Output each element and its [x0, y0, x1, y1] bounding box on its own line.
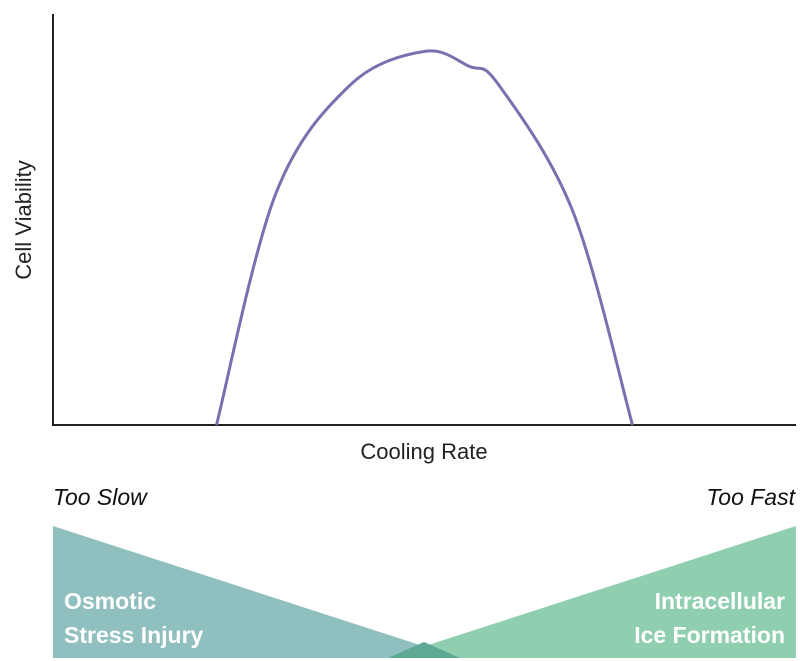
left-zone-line2: Stress Injury: [64, 622, 204, 648]
viability-curve-line: [215, 49, 634, 426]
osmotic-stress-wedge: [53, 526, 460, 658]
x-axis-label: Cooling Rate: [360, 439, 487, 464]
left-zone-line1: Osmotic: [64, 588, 156, 614]
too-slow-label: Too Slow: [53, 484, 148, 510]
too-fast-label: Too Fast: [706, 484, 796, 510]
ice-formation-wedge: [388, 526, 796, 658]
right-zone-line1: Intracellular: [655, 588, 785, 614]
series-layer: [215, 49, 634, 426]
overlap-wedge: [388, 642, 460, 658]
y-axis-label: Cell Viability: [11, 160, 36, 279]
right-zone-line2: Ice Formation: [634, 622, 785, 648]
